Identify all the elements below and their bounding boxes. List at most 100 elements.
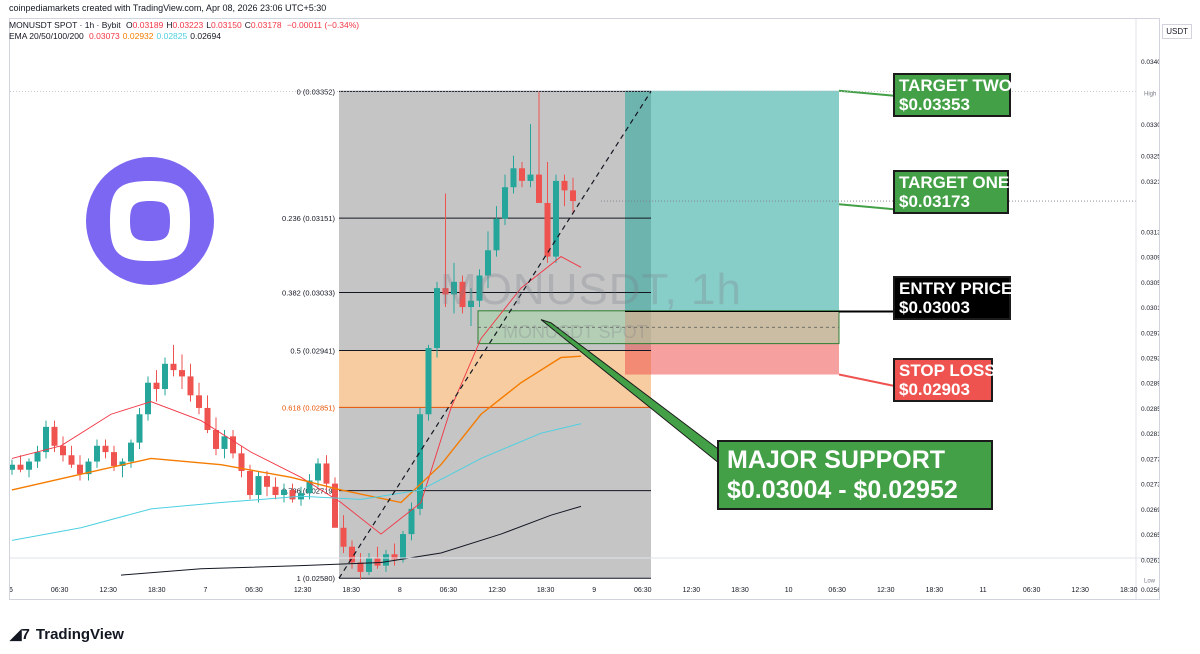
price-tick: 0.02770: [1141, 456, 1159, 463]
time-tick: 6: [10, 587, 13, 594]
change-value: −0.00011 (−0.34%): [286, 20, 360, 30]
target-one-connector: [838, 203, 895, 211]
candle-body: [77, 464, 83, 475]
candle-body: [323, 463, 330, 484]
attribution-text: coinpediamarkets created with TradingVie…: [9, 3, 327, 13]
candle-body: [94, 445, 100, 462]
time-tick: 12:30: [488, 587, 506, 594]
ema-values: 0.03073 0.02932 0.02825 0.02694: [86, 31, 221, 41]
candle-body: [408, 508, 415, 535]
price-tick: 0.03090: [1141, 255, 1159, 262]
ema-value-3: 0.02694: [190, 31, 221, 41]
candle-body: [230, 436, 236, 454]
candle-body: [213, 430, 219, 449]
price-tick: 0.03010: [1141, 305, 1159, 312]
stop-loss-callout: STOP LOSS $0.02903: [893, 358, 996, 402]
ohlc-o: O0.03189: [126, 20, 164, 30]
price-tick: 0.02610: [1141, 557, 1159, 564]
candle-body: [85, 461, 92, 475]
time-tick: 06:30: [634, 587, 652, 594]
tradingview-logo[interactable]: ◢7 TradingView: [10, 625, 124, 643]
candle-body: [68, 455, 75, 465]
major-support-title: MAJOR SUPPORT: [727, 446, 946, 474]
price-tick: 0.03300: [1141, 122, 1159, 129]
time-tick: 18:30: [1120, 587, 1138, 594]
candle-body: [476, 275, 483, 301]
target-two-callout: TARGET TWO $0.03353: [893, 73, 1012, 117]
candle-body: [60, 445, 66, 456]
stop-loss-value: $0.02903: [899, 380, 970, 399]
currency-label[interactable]: USDT: [1162, 24, 1192, 39]
time-tick: 18:30: [148, 587, 166, 594]
price-tick: 0.02730: [1141, 482, 1159, 489]
fib-label-0.5: 0.5 (0.02941): [290, 347, 335, 356]
time-tick: 12:30: [877, 587, 895, 594]
entry-price-callout: ENTRY PRICE $0.03003: [893, 276, 1013, 320]
chart-legend: MONUSDT SPOT · 1h · Bybit O0.03189 H0.032…: [9, 20, 359, 42]
candle-body: [281, 489, 287, 495]
candle-body: [136, 414, 143, 443]
candle-body: [553, 180, 559, 257]
target-one-title: TARGET ONE: [899, 173, 1010, 192]
ohlc-values: O0.03189 H0.03223 L0.03150 C0.03178: [123, 20, 282, 30]
footer-bar: [0, 618, 1200, 654]
candle-body: [272, 486, 279, 495]
candle-body: [51, 426, 58, 446]
candle-body: [383, 554, 389, 566]
time-tick: 9: [592, 587, 596, 594]
ema-label[interactable]: EMA 20/50/100/200: [9, 31, 84, 41]
candle-body: [187, 376, 194, 396]
entry-price-value: $0.03003: [899, 298, 970, 317]
price-tick: 0.03210: [1141, 179, 1159, 186]
price-tick: 0.02650: [1141, 532, 1159, 539]
price-tick: 0.03130: [1141, 229, 1159, 236]
candle-body: [400, 534, 406, 560]
symbol-label[interactable]: MONUSDT SPOT · 1h · Bybit: [9, 20, 121, 30]
candle-body: [425, 348, 432, 415]
time-tick: 18:30: [537, 587, 555, 594]
ohlc-h: H0.03223: [166, 20, 204, 30]
candle-body: [102, 445, 109, 453]
time-tick: 12:30: [99, 587, 117, 594]
candle-body: [442, 288, 449, 295]
watermark-subtitle: MONUSDT SPOT: [503, 322, 648, 342]
candle-body: [510, 168, 517, 188]
time-tick: 06:30: [51, 587, 69, 594]
price-tick: 0.03400: [1141, 59, 1159, 66]
ema-value-1: 0.02932: [122, 31, 154, 41]
candle-body: [527, 174, 534, 181]
candle-body: [196, 395, 202, 408]
target-two-title: TARGET TWO: [899, 76, 1012, 95]
candle-body: [26, 461, 32, 470]
time-tick: 12:30: [1071, 587, 1089, 594]
major-support-callout: MAJOR SUPPORT $0.03004 - $0.02952: [717, 440, 993, 510]
price-chart[interactable]: 0 (0.03352) 0.236 (0.03151) 0.382 (0.03033…: [10, 19, 1159, 599]
candle-body: [349, 546, 355, 563]
candle-body: [332, 483, 338, 528]
candle-body: [43, 426, 49, 453]
candle-body: [119, 461, 126, 466]
ema-value-0: 0.03073: [89, 31, 120, 41]
entry-price-title: ENTRY PRICE: [899, 279, 1013, 298]
target-one-price: $0.03173: [899, 192, 970, 211]
candle-body: [536, 174, 542, 203]
stop-loss-title: STOP LOSS: [899, 361, 996, 380]
price-tick: 0.02690: [1141, 507, 1159, 514]
candle-body: [340, 527, 347, 547]
target-two-price: $0.03353: [899, 95, 970, 114]
trend-line: [338, 91, 652, 579]
time-tick: 06:30: [828, 587, 846, 594]
candle-body: [17, 464, 24, 470]
time-tick: 18:30: [342, 587, 360, 594]
candle-body: [434, 288, 440, 349]
candle-body: [451, 281, 457, 295]
time-tick: 12:30: [294, 587, 312, 594]
tradingview-brand: TradingView: [35, 626, 124, 643]
price-tick: 0.03050: [1141, 280, 1159, 287]
major-support-range: $0.03004 - $0.02952: [727, 476, 958, 504]
candle-body: [519, 168, 525, 181]
watermark-symbol: MONUSDT, 1h: [440, 265, 742, 314]
ema-value-2: 0.02825: [156, 31, 188, 41]
candle-body: [170, 363, 177, 371]
